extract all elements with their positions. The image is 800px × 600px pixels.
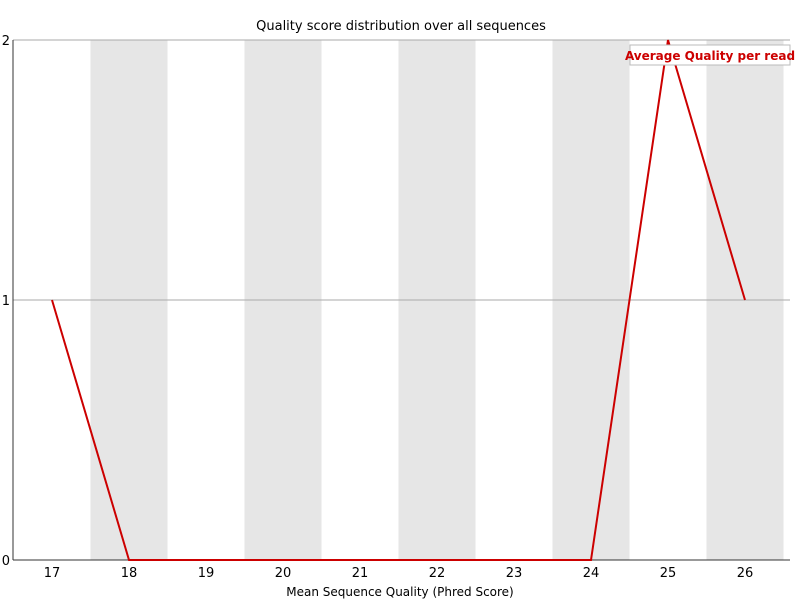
y-tick-1: 1 [2, 294, 10, 309]
x-tick-17: 17 [44, 566, 61, 581]
series-layer [51, 39, 746, 561]
legend-box [629, 44, 791, 66]
x-tick-24: 24 [583, 566, 600, 581]
x-tick-labels: 17 18 19 20 21 22 23 24 25 26 [44, 566, 754, 581]
gridlines [13, 39, 790, 301]
legend-label: Average Quality per read [625, 49, 795, 63]
legend: Average Quality per read [625, 44, 795, 66]
x-tick-21: 21 [352, 566, 369, 581]
x-tick-22: 22 [429, 566, 446, 581]
x-tick-23: 23 [506, 566, 523, 581]
y-tick-2: 2 [2, 34, 10, 49]
x-tick-20: 20 [275, 566, 292, 581]
series-line-average-quality [51, 39, 746, 561]
x-tick-19: 19 [198, 566, 215, 581]
y-tick-0: 0 [2, 554, 10, 569]
x-tick-25: 25 [660, 566, 677, 581]
x-axis-label: Mean Sequence Quality (Phred Score) [286, 585, 514, 599]
y-tick-labels: 0 1 2 [2, 34, 10, 569]
chart-title: Quality score distribution over all sequ… [256, 19, 546, 34]
x-tick-26: 26 [737, 566, 754, 581]
x-tick-18: 18 [121, 566, 138, 581]
